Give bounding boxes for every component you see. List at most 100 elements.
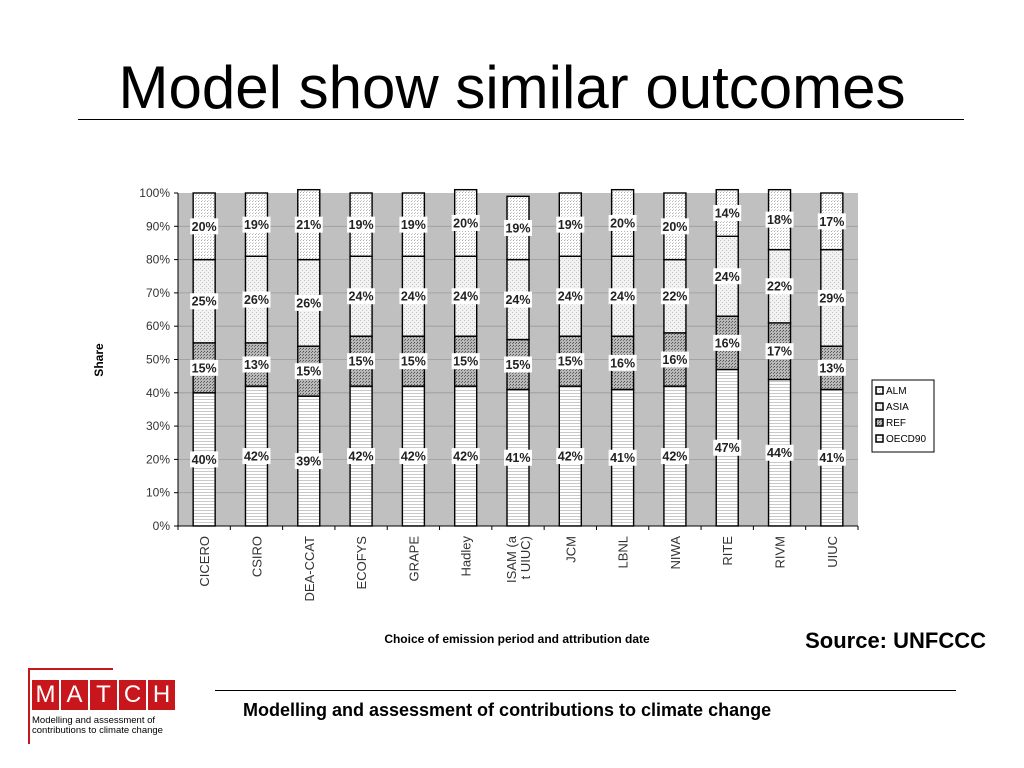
legend-swatch-asia	[875, 402, 884, 411]
logo-letter: A	[61, 680, 88, 710]
data-label-bg	[190, 218, 219, 235]
legend-label: ALM	[886, 386, 907, 397]
logo-subtitle: Modelling and assessment of contribution…	[32, 716, 177, 736]
x-tick-label: ECOFYS	[354, 536, 369, 590]
data-label-bg	[504, 291, 532, 308]
data-label: 16%	[662, 353, 687, 367]
data-label: 24%	[453, 290, 478, 304]
y-tick-label: 30%	[146, 419, 170, 433]
data-label: 19%	[401, 218, 426, 232]
x-tick-label: ISAM (a	[504, 535, 519, 583]
x-tick-label: RITE	[720, 536, 735, 566]
data-label: 22%	[767, 280, 792, 294]
logo-letter: H	[148, 680, 175, 710]
x-tick-label: UIUC	[825, 536, 840, 568]
data-label-bg	[817, 449, 846, 466]
data-label-bg	[504, 449, 532, 466]
data-label: 25%	[192, 295, 217, 309]
legend-swatch-ref	[875, 418, 884, 427]
x-tick-label: JCM	[563, 536, 578, 563]
data-label: 24%	[349, 290, 374, 304]
data-label-bg	[608, 288, 637, 305]
data-label-bg	[608, 354, 637, 371]
logo-letter: C	[119, 680, 146, 710]
data-label: 42%	[558, 450, 583, 464]
data-label: 24%	[610, 290, 635, 304]
data-label-bg	[765, 343, 794, 360]
data-label-bg	[660, 351, 689, 368]
data-label: 15%	[453, 355, 478, 369]
data-label: 13%	[244, 358, 269, 372]
data-label-bg	[190, 359, 219, 376]
data-label-bg	[347, 353, 376, 370]
x-tick-label: Hadley	[459, 536, 474, 577]
data-label: 24%	[558, 290, 583, 304]
data-label-bg	[817, 289, 846, 306]
source-note: Source: UNFCCC	[805, 628, 986, 653]
logo-letters: M A T C H	[32, 680, 175, 710]
data-label-bg	[190, 293, 219, 310]
data-label: 42%	[401, 450, 426, 464]
data-label-bg	[399, 288, 428, 305]
logo-letter: M	[32, 680, 59, 710]
data-label: 20%	[453, 216, 478, 230]
x-tick-label: DEA-CCAT	[302, 536, 317, 602]
data-label-bg	[294, 216, 323, 233]
y-tick-label: 40%	[146, 386, 170, 400]
data-label-bg	[242, 216, 271, 233]
x-tick-label: CICERO	[197, 536, 212, 587]
legend-swatch-alm	[875, 386, 884, 395]
logo-bracket	[28, 668, 113, 744]
data-label: 42%	[349, 450, 374, 464]
data-label: 20%	[192, 220, 217, 234]
data-label-bg	[765, 211, 794, 228]
data-label: 26%	[296, 296, 321, 310]
logo-subtitle-line: contributions to climate change	[32, 725, 163, 736]
match-logo: M A T C H Modelling and assessment of co…	[28, 668, 178, 744]
data-label: 44%	[767, 446, 792, 460]
data-label-bg	[817, 213, 846, 230]
data-label: 24%	[505, 293, 530, 307]
data-label: 26%	[244, 293, 269, 307]
data-label-bg	[399, 448, 428, 465]
data-label-bg	[242, 356, 271, 373]
data-label: 21%	[296, 218, 321, 232]
y-tick-label: 90%	[146, 219, 170, 233]
data-label-bg	[504, 356, 532, 373]
data-label: 15%	[349, 355, 374, 369]
legend-swatch-oecd90	[875, 434, 884, 443]
data-label-bg	[451, 353, 480, 370]
y-tick-label: 10%	[146, 486, 170, 500]
data-label-bg	[713, 268, 742, 285]
data-label: 17%	[767, 345, 792, 359]
data-label-bg	[660, 218, 689, 235]
data-label-bg	[556, 448, 585, 465]
data-label: 15%	[401, 355, 426, 369]
data-label-bg	[347, 448, 376, 465]
data-label-bg	[347, 216, 376, 233]
y-tick-label: 80%	[146, 253, 170, 267]
data-label: 42%	[662, 450, 687, 464]
data-label: 40%	[192, 453, 217, 467]
data-label: 19%	[349, 218, 374, 232]
data-label: 15%	[558, 355, 583, 369]
data-label-bg	[294, 294, 323, 311]
data-label-bg	[399, 353, 428, 370]
y-tick-label: 0%	[153, 519, 171, 533]
data-label-bg	[608, 449, 637, 466]
data-label-bg	[451, 214, 480, 231]
data-label: 20%	[662, 220, 687, 234]
legend-label: ASIA	[886, 402, 909, 413]
data-label-bg	[556, 288, 585, 305]
x-tick-label: GRAPE	[406, 536, 421, 582]
x-tick-label: LBNL	[616, 536, 631, 569]
y-tick-label: 100%	[139, 186, 170, 200]
data-label: 18%	[767, 213, 792, 227]
data-label: 19%	[505, 221, 530, 235]
data-label: 29%	[819, 291, 844, 305]
data-label: 13%	[819, 361, 844, 375]
y-tick-label: 60%	[146, 319, 170, 333]
data-label-bg	[765, 278, 794, 295]
data-label-bg	[660, 448, 689, 465]
legend-label: OECD90	[886, 434, 926, 445]
